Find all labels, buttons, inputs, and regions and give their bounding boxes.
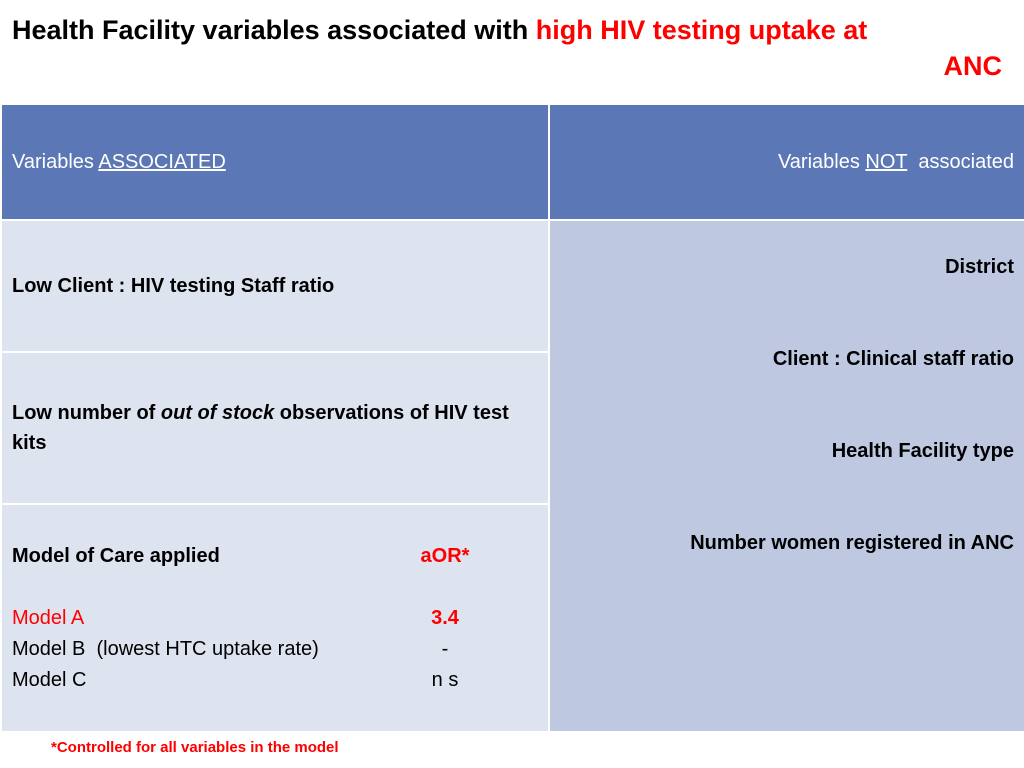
not-associated-item: Client : Clinical staff ratio: [772, 348, 1014, 370]
not-associated-item: District: [945, 256, 1014, 278]
model-value: -: [441, 637, 449, 660]
slide-title: Health Facility variables associated wit…: [12, 12, 1002, 84]
not-associated-item: Number women registered in ANC: [690, 532, 1014, 554]
model-name: Model C: [12, 668, 87, 691]
model-value: 3.4: [431, 606, 459, 629]
header-left-prefix: Variables: [12, 150, 99, 173]
aor-label: aOR*: [420, 544, 470, 567]
associated-row-model-of-care: Model of Care applied aOR* Model A 3.4 M…: [0, 503, 550, 733]
title-highlight-line2: ANC: [943, 51, 1003, 81]
header-right-emph: NOT: [865, 150, 908, 173]
not-associated-item: Health Facility type: [831, 440, 1014, 462]
model-heading-line: Model of Care applied aOR*: [12, 541, 490, 572]
title-highlight-line1: high HIV testing uptake at: [535, 15, 868, 45]
model-item: Model B (lowest HTC uptake rate) -: [12, 634, 490, 665]
model-name: Model B (lowest HTC uptake rate): [12, 637, 319, 660]
footnote: *Controlled for all variables in the mod…: [51, 739, 339, 756]
associated-row-stock: Low number of out of stock observations …: [0, 351, 550, 505]
associated-row-staff-ratio: Low Client : HIV testing Staff ratio: [0, 219, 550, 353]
header-right-suffix: associated: [907, 150, 1014, 173]
header-associated: Variables ASSOCIATED: [0, 103, 550, 221]
not-associated-list: District Client : Clinical staff ratio H…: [548, 219, 1024, 733]
header-not-associated: Variables NOT associated: [548, 103, 1024, 221]
row2-italic: out of stock: [160, 402, 275, 424]
variables-table: Variables ASSOCIATED Variables NOT assoc…: [0, 103, 1024, 733]
header-right-prefix: Variables: [777, 150, 866, 173]
model-item: Model C n s: [12, 665, 490, 696]
model-item: Model A 3.4: [12, 603, 490, 634]
row2-prefix: Low number of: [12, 402, 161, 424]
header-left-emph: ASSOCIATED: [98, 150, 226, 173]
model-name: Model A: [12, 606, 85, 629]
model-heading: Model of Care applied: [12, 544, 220, 567]
row2-suffix: observations of HIV test kits: [12, 402, 509, 454]
title-part1: Health Facility variables associated wit…: [12, 15, 536, 45]
row1-text: Low Client : HIV testing Staff ratio: [12, 274, 335, 297]
model-value: n s: [431, 668, 459, 691]
